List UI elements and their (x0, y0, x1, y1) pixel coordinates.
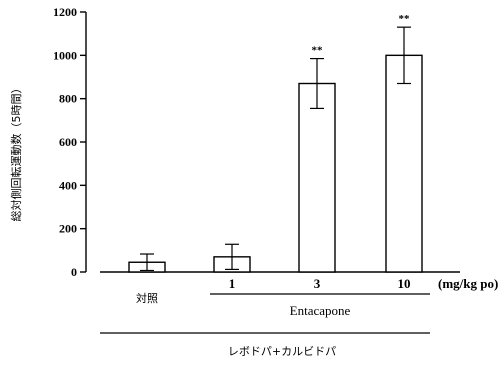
bar (298, 82, 336, 273)
significance-marker: ** (312, 45, 324, 57)
bars (128, 26, 423, 273)
y-tick-label: 400 (59, 178, 77, 192)
y-tick-label: 0 (71, 265, 77, 279)
y-tick-label: 600 (59, 135, 77, 149)
levodopa-label: レボドパ+カルビドパ (228, 345, 336, 358)
category-label: 3 (314, 276, 321, 291)
y-tick-label: 1200 (53, 5, 77, 19)
category-label: 1 (229, 276, 236, 291)
y-tick-label: 800 (59, 92, 77, 106)
bar (385, 54, 423, 273)
significance-marker: ** (399, 13, 411, 25)
y-tick-label: 1000 (53, 48, 77, 62)
category-label: 対照 (136, 291, 158, 305)
y-axis-label: 総対側回転運動数（5時間） (9, 83, 23, 222)
x-unit-label: (mg/kg po) (438, 276, 498, 291)
category-label: 10 (398, 276, 411, 291)
labels: 総対側回転運動数（5時間） ** ** 対照 1 3 10 (mg/kg po) Entacap… (9, 13, 498, 358)
y-tick-label: 200 (59, 222, 77, 236)
entacapone-label: Entacapone (290, 303, 351, 318)
